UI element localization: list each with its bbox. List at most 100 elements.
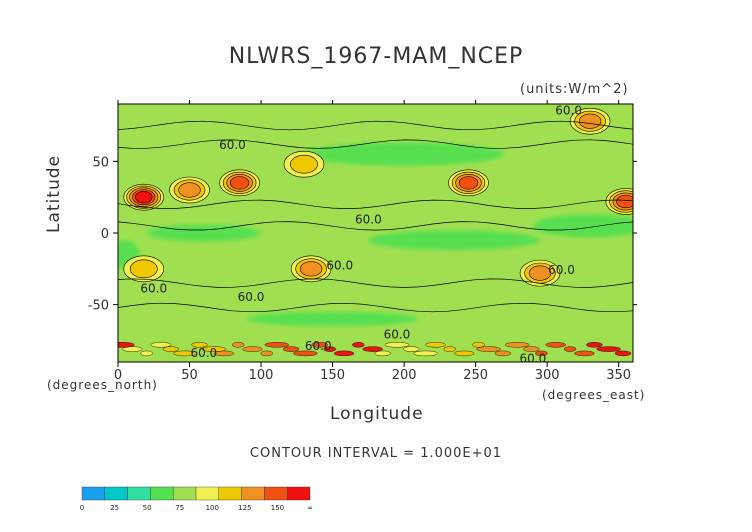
contour-label: 60.0 bbox=[140, 281, 167, 295]
polar-cell bbox=[264, 342, 289, 348]
x-tick-label: 350 bbox=[606, 368, 631, 383]
x-unit-label: (degrees_east) bbox=[542, 388, 646, 402]
polar-cell bbox=[191, 342, 208, 348]
x-tick-label: 0 bbox=[114, 368, 122, 383]
colorbar-tick-label: 75 bbox=[175, 504, 184, 512]
polar-cell bbox=[140, 350, 153, 357]
y-tick-label: -50 bbox=[88, 299, 109, 314]
polar-cell bbox=[352, 342, 365, 348]
colorbar-swatch bbox=[104, 486, 128, 501]
contour-interval-label: CONTOUR INTERVAL = 1.000E+01 bbox=[249, 446, 503, 461]
polar-cell bbox=[443, 346, 457, 352]
polar-cell bbox=[574, 350, 595, 357]
polar-cell bbox=[311, 342, 328, 348]
warm-feature bbox=[299, 261, 323, 277]
polar-cell bbox=[535, 350, 548, 357]
cool-region bbox=[368, 230, 541, 251]
polar-cell bbox=[384, 342, 410, 348]
polar-cell bbox=[323, 346, 336, 352]
warm-feature bbox=[178, 182, 201, 198]
contour-line bbox=[118, 302, 633, 313]
y-tick-label: 50 bbox=[92, 155, 109, 170]
polar-cell bbox=[476, 346, 501, 352]
polar-cell bbox=[242, 346, 263, 352]
polar-cell bbox=[403, 346, 420, 352]
polar-cell bbox=[293, 350, 318, 357]
colorbar-tick-label: 25 bbox=[110, 504, 119, 512]
contour-label: 60.0 bbox=[384, 327, 411, 341]
polar-cell bbox=[118, 342, 135, 348]
x-tick-label: 250 bbox=[463, 368, 488, 383]
polar-cell bbox=[413, 350, 438, 357]
y-tick-label: 0 bbox=[101, 227, 109, 242]
polar-cell bbox=[201, 346, 227, 352]
colorbar-swatch bbox=[287, 486, 311, 501]
contour-line bbox=[118, 278, 633, 288]
contour-label: 60.0 bbox=[520, 352, 547, 366]
cool-region bbox=[246, 311, 419, 327]
x-axis-label: Longitude bbox=[330, 404, 424, 424]
contour-line bbox=[118, 139, 633, 149]
contour-label: 60.0 bbox=[305, 339, 332, 353]
polar-cell bbox=[523, 346, 540, 352]
colorbar-tick-label: 0 bbox=[80, 504, 84, 512]
warm-feature bbox=[458, 176, 479, 190]
x-tick-label: 100 bbox=[249, 368, 274, 383]
warm-feature bbox=[290, 154, 318, 174]
contour-label: 60.0 bbox=[238, 290, 265, 304]
polar-cell bbox=[453, 350, 475, 357]
colorbar-swatch bbox=[127, 486, 151, 501]
contour-label: 60.0 bbox=[190, 346, 217, 360]
warm-feature bbox=[229, 176, 250, 190]
polar-cell bbox=[150, 342, 172, 348]
polar-cell bbox=[173, 350, 198, 357]
polar-cell bbox=[260, 350, 273, 357]
cool-region bbox=[146, 224, 262, 242]
colorbar-tick-label: 150 bbox=[271, 504, 284, 512]
cool-region bbox=[532, 214, 633, 238]
contour-line bbox=[118, 221, 633, 231]
colorbar-swatch bbox=[81, 486, 105, 501]
polar-cell bbox=[586, 342, 603, 348]
x-tick-label: 150 bbox=[320, 368, 345, 383]
colorbar-swatch bbox=[218, 486, 242, 501]
colorbar-tick-label: ∞ bbox=[307, 504, 313, 512]
contour-label: 60.0 bbox=[355, 213, 382, 227]
polar-cell bbox=[545, 342, 566, 348]
x-tick-label: 50 bbox=[181, 368, 198, 383]
polar-cell bbox=[374, 350, 391, 357]
warm-feature bbox=[578, 113, 602, 129]
polar-cell bbox=[504, 342, 530, 348]
polar-cell bbox=[614, 350, 632, 357]
colorbar-tick-label: 125 bbox=[238, 504, 251, 512]
colorbar-swatch bbox=[264, 486, 288, 501]
polar-cell bbox=[563, 346, 577, 352]
contour-label: 60.0 bbox=[555, 104, 582, 118]
warm-feature bbox=[129, 259, 158, 279]
polar-cell bbox=[494, 350, 512, 357]
polar-cell bbox=[162, 346, 180, 352]
cool-region bbox=[303, 142, 505, 166]
contour-label: 60.0 bbox=[326, 259, 353, 273]
polar-cell bbox=[282, 346, 300, 352]
contour-line bbox=[118, 120, 633, 131]
polar-cell bbox=[472, 342, 485, 348]
x-tick-label: 200 bbox=[392, 368, 417, 383]
warm-feature bbox=[616, 194, 633, 209]
y-unit-label: (degrees_north) bbox=[47, 378, 158, 392]
contour-label: 60.0 bbox=[219, 138, 246, 152]
polar-cell bbox=[596, 346, 621, 352]
colorbar-tick-label: 50 bbox=[143, 504, 152, 512]
colorbar-swatch bbox=[172, 486, 197, 501]
contour-line bbox=[118, 199, 633, 209]
warm-feature bbox=[528, 265, 552, 281]
warm-feature bbox=[135, 191, 153, 204]
chart-title: NLWRS_1967-MAM_NCEP bbox=[228, 44, 524, 69]
x-tick-label: 300 bbox=[535, 368, 560, 383]
polar-cell bbox=[362, 346, 383, 352]
colorbar-swatch bbox=[150, 486, 174, 501]
colorbar-swatch bbox=[241, 486, 265, 501]
units-label: (units:W/m^2) bbox=[520, 82, 629, 97]
polar-cell bbox=[231, 342, 245, 348]
